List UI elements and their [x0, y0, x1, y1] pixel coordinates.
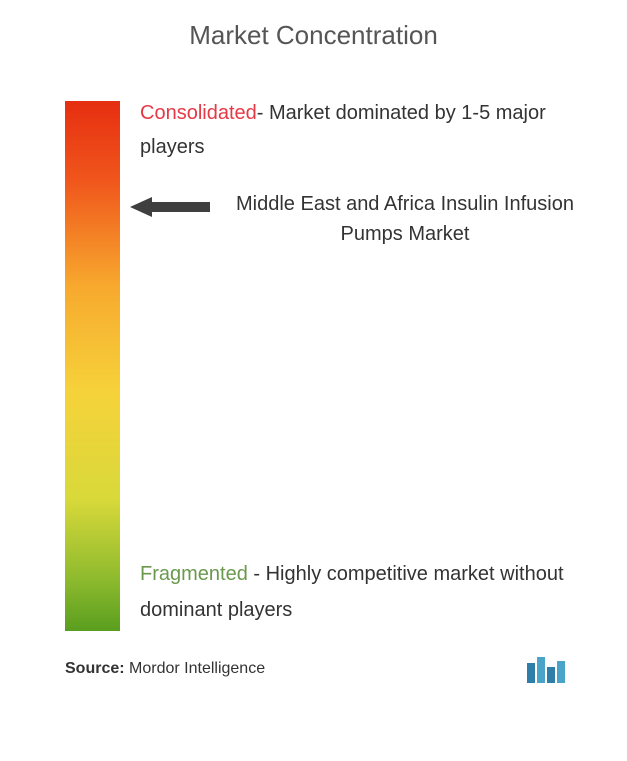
page-title: Market Concentration	[0, 0, 627, 51]
market-name-label: Middle East and Africa Insulin Infusion …	[235, 189, 575, 249]
consolidated-keyword: Consolidated	[140, 102, 257, 124]
source-text: Source: Mordor Intelligence	[65, 660, 265, 678]
fragmented-label: Fragmented - Highly competitive market w…	[140, 556, 570, 628]
consolidated-label: Consolidated- Market dominated by 1-5 ma…	[140, 96, 570, 164]
mordor-logo-icon	[527, 655, 565, 683]
arrow-left-icon	[130, 195, 210, 219]
concentration-gradient-bar	[65, 101, 120, 631]
source-label: Source:	[65, 660, 125, 677]
source-value: Mordor Intelligence	[129, 660, 265, 677]
fragmented-keyword: Fragmented	[140, 563, 248, 585]
source-row: Source: Mordor Intelligence	[65, 655, 565, 683]
market-pointer: Middle East and Africa Insulin Infusion …	[130, 189, 575, 249]
